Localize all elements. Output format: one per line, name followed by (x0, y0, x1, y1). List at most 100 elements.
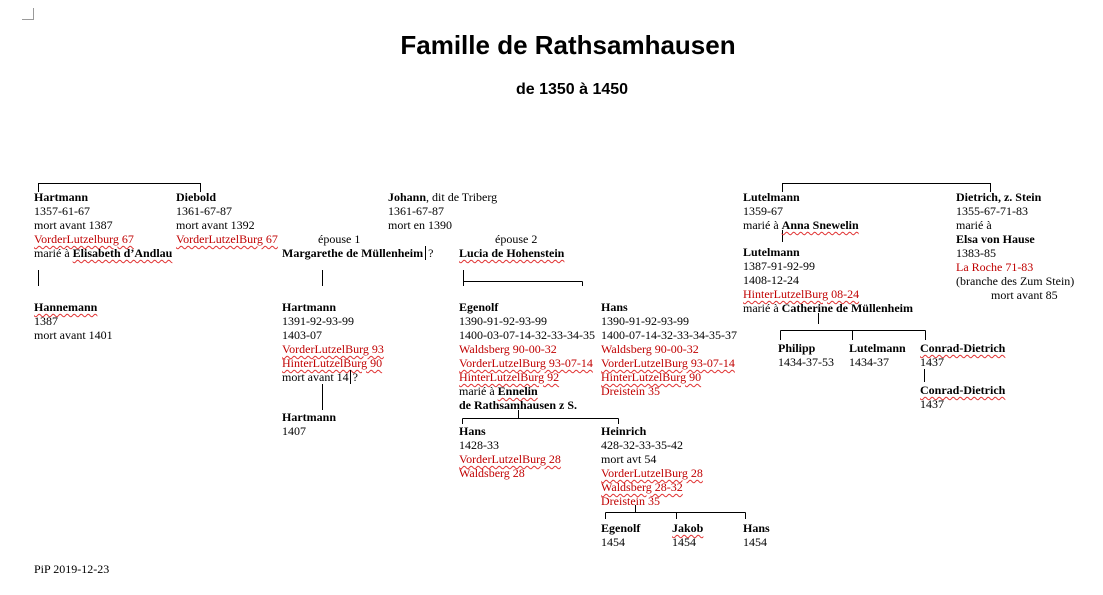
person-egenolf-1454: Egenolf 1454 (601, 521, 640, 549)
person-name: Egenolf (459, 300, 499, 314)
castle-entry: VorderLutzelBurg 93-07-14 (459, 356, 593, 370)
person-name: Diebold (176, 190, 217, 204)
castle-entry: HinterLutzelBurg 90 (601, 370, 702, 384)
person-name: Johann (388, 190, 427, 204)
person-name: Lutelmann (743, 245, 800, 259)
person-dates: 1454 (672, 535, 696, 549)
person-death: mort avant 85 (991, 288, 1058, 302)
castle-entry: VorderLutzelburg 67 (34, 232, 134, 246)
spouse-name: Elsa von Hause (956, 232, 1035, 246)
marriage-line: marié à Elisabeth d’Andlau (34, 246, 172, 260)
person-name: Egenolf (601, 521, 641, 535)
castle-entry: HinterLutzelBurg 92 (459, 370, 560, 384)
marriage-line: marié à Ennelin (459, 384, 595, 398)
person-name: Philipp (778, 341, 816, 355)
castle-entry: Waldsberg 90-00-32 (601, 342, 699, 356)
person-death: mort avt 54 (601, 452, 657, 466)
marriage-prefix: marié à (956, 218, 992, 232)
person-death: mort avant 14 (282, 370, 349, 384)
spouse-name: Elisabeth d’Andlau (72, 246, 173, 260)
person-lutelmann-1387: Lutelmann 1387-91-92-99 1408-12-24 Hinte… (743, 245, 913, 315)
person-name: Lucia de Hohenstein (459, 246, 565, 260)
person-dates: 1387-91-92-99 (743, 259, 815, 273)
person-dates: 1359-67 (743, 204, 783, 218)
person-name: Hartmann (34, 190, 88, 204)
spouse-name: Ennelin (497, 384, 538, 398)
person-heinrich: Heinrich 428-32-33-35-42 mort avt 54 Vor… (601, 424, 703, 508)
person-conrad-dietrich-2: Conrad-Dietrich 1437 (920, 383, 1005, 411)
person-dates: 1357-61-67 (34, 204, 90, 218)
person-dates: 1454 (743, 535, 767, 549)
marriage-line: marié à Catherine de Müllenheim (743, 301, 913, 315)
spouse-label-1: épouse 1 (318, 232, 361, 246)
spouse-dates: 1383-85 (956, 246, 996, 260)
marriage-prefix: marié à (34, 246, 73, 260)
person-name: Hannemann (34, 300, 98, 314)
person-dates: 1434-37 (849, 355, 889, 369)
person-philipp: Philipp 1434-37-53 (778, 341, 834, 369)
castle-entry: VorderLutzelBurg 93 (282, 342, 384, 356)
person-conrad-dietrich-1: Conrad-Dietrich 1437 (920, 341, 1005, 369)
castle-entry: VorderLutzelBurg 28 (459, 452, 561, 466)
spouse-label-2: épouse 2 (495, 232, 538, 246)
castle-entry: La Roche 71-83 (956, 260, 1034, 274)
person-name-line: Margarethe de Müllenheim? (282, 246, 434, 260)
castle-entry: Waldsberg 90-00-32 (459, 342, 557, 356)
person-name: Hans (601, 300, 628, 314)
person-name: Dietrich, z. Stein (956, 190, 1042, 204)
marriage-prefix: marié à (743, 301, 782, 315)
person-dates: 1355-67-71-83 (956, 204, 1028, 218)
person-name: Hans (743, 521, 770, 535)
castle-entry: HinterLutzelBurg 90 (282, 356, 383, 370)
person-hans-1428: Hans 1428-33 VorderLutzelBurg 28 Waldsbe… (459, 424, 561, 480)
castle-entry: Dreistein 35 (601, 384, 660, 398)
person-hartmann-1391: Hartmann 1391-92-93-99 1403-07 VorderLut… (282, 300, 384, 384)
person-dates: 1390-91-92-93-99 (459, 314, 547, 328)
person-hartmann-1357: Hartmann 1357-61-67 mort avant 1387 Vord… (34, 190, 172, 260)
person-dates: 1361-67-87 (176, 204, 232, 218)
uncertain-mark: ? (349, 370, 358, 384)
spouse-name: Catherine de Müllenheim (781, 301, 913, 315)
person-name: Heinrich (601, 424, 647, 438)
castle-entry: Waldsberg 28 (459, 466, 525, 480)
person-death: mort avant 1401 (34, 328, 113, 342)
person-diebold: Diebold 1361-67-87 mort avant 1392 Vorde… (176, 190, 278, 246)
person-name: Hartmann (282, 300, 336, 314)
person-johann: Johann, dit de Triberg 1361-67-87 mort e… (388, 190, 497, 232)
person-egenolf: Egenolf 1390-91-92-93-99 1400-03-07-14-3… (459, 300, 595, 412)
castle-entry: Dreistein 35 (601, 494, 660, 508)
person-name: Jakob (672, 521, 704, 535)
person-dates: 1437 (920, 355, 944, 369)
person-dates: 428-32-33-35-42 (601, 438, 683, 452)
person-dates: 1437 (920, 397, 944, 411)
marriage-prefix: marié à (743, 218, 782, 232)
person-dates: 1391-92-93-99 (282, 314, 354, 328)
spouse-name-cont: de Rathsamhausen z S. (459, 398, 578, 412)
castle-entry: Waldsberg 28-32 (601, 480, 683, 494)
person-lutelmann-1359: Lutelmann 1359-67 marié à Anna Snewelin (743, 190, 859, 232)
person-dietrich: Dietrich, z. Stein 1355-67-71-83 marié à… (956, 190, 1074, 302)
person-name: Lutelmann (849, 341, 906, 355)
person-dates: 1403-07 (282, 328, 322, 342)
castle-entry: VorderLutzelBurg 93-07-14 (601, 356, 735, 370)
person-dates: 1390-91-92-93-99 (601, 314, 689, 328)
person-jakob: Jakob 1454 (672, 521, 703, 549)
person-name: Hans (459, 424, 486, 438)
person-name: Hartmann (282, 410, 336, 424)
marriage-line: marié à Anna Snewelin (743, 218, 859, 232)
person-lutelmann-1434: Lutelmann 1434-37 (849, 341, 906, 369)
castle-entry: HinterLutzelBurg 08-24 (743, 287, 860, 301)
page-subtitle: de 1350 à 1450 (515, 81, 629, 98)
person-lucia: Lucia de Hohenstein (459, 246, 564, 260)
person-name: Lutelmann (743, 190, 800, 204)
person-death-line: mort avant 14? (282, 370, 384, 384)
person-name: Margarethe de Müllenheim (282, 246, 424, 260)
person-dates: 1428-33 (459, 438, 499, 452)
person-name: Conrad-Dietrich (920, 383, 1006, 397)
person-dates: 1400-03-07-14-32-33-34-35 (459, 328, 595, 342)
person-death: mort en 1390 (388, 218, 452, 232)
person-dates: 1387 (34, 314, 58, 328)
person-alias: , dit de Triberg (426, 190, 498, 204)
person-name: Conrad-Dietrich (920, 341, 1006, 355)
person-dates: 1400-07-14-32-33-34-35-37 (601, 328, 737, 342)
